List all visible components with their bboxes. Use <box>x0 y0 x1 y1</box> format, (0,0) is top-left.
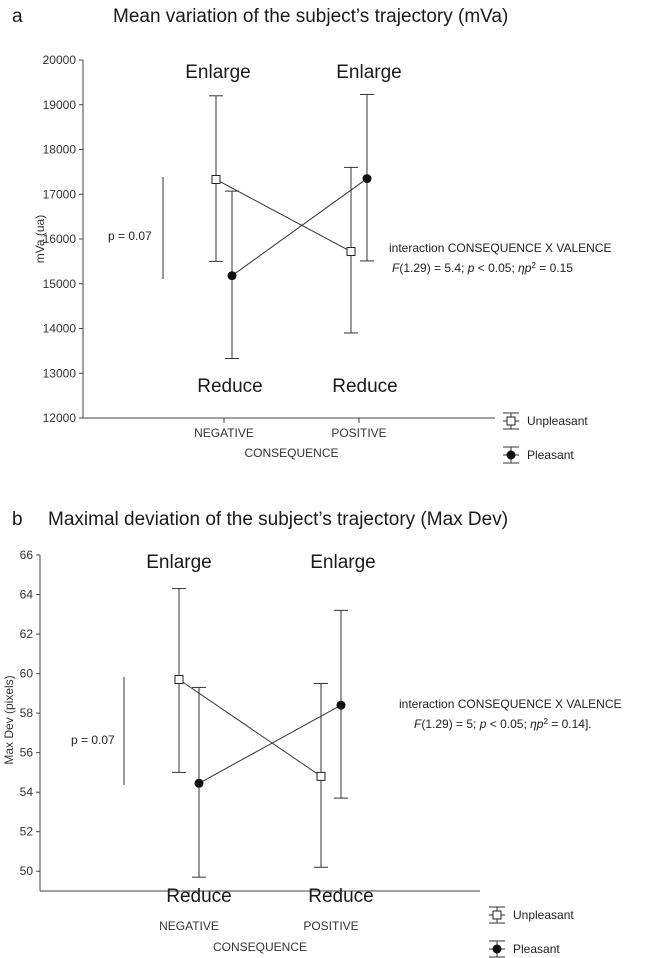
y-tick-label: 62 <box>20 627 34 641</box>
y-axis-label: Max Dev (pixels) <box>2 675 16 764</box>
enlarge-label: Enlarge <box>146 552 212 573</box>
data-point-unpleasant <box>174 675 184 685</box>
series-line-pleasant <box>231 178 368 277</box>
y-tick-label: 20000 <box>43 53 77 67</box>
interaction-label: interaction CONSEQUENCE X VALENCE <box>399 697 622 711</box>
legend-label: Unpleasant <box>513 908 574 922</box>
y-axis-label: mVa (ua) <box>33 215 47 263</box>
legend-label: Pleasant <box>527 448 574 462</box>
data-point-pleasant <box>336 700 346 710</box>
series-line-pleasant <box>198 704 342 784</box>
x-axis-label: CONSEQUENCE <box>213 940 307 954</box>
legend-item-pleasant: Pleasant <box>503 446 574 464</box>
stat-p: p <box>467 261 475 275</box>
p-value-label: p = 0.07 <box>71 733 115 747</box>
series-line-unpleasant <box>215 179 352 252</box>
stat-p: p <box>479 717 487 731</box>
data-point-pleasant <box>194 778 204 788</box>
y-tick-label: 13000 <box>43 366 77 380</box>
interaction-label: interaction CONSEQUENCE X VALENCE <box>389 241 612 255</box>
legend-marker <box>506 450 516 460</box>
panel-letter: b <box>12 509 23 530</box>
y-tick-label: 19000 <box>43 98 77 112</box>
y-tick-label: 12000 <box>43 411 77 425</box>
data-point-pleasant <box>362 174 372 184</box>
y-tick-label: 14000 <box>43 322 77 336</box>
stat-eta-value: = 0.14]. <box>548 717 592 731</box>
x-tick-label: NEGATIVE <box>194 426 254 440</box>
stat-sup: 2 <box>531 261 536 270</box>
y-tick-label: 54 <box>20 785 34 799</box>
y-tick-label: 17000 <box>43 187 77 201</box>
stat-f: F <box>414 717 422 731</box>
stat-eta: ηp <box>530 717 544 731</box>
legend-marker <box>492 944 502 954</box>
legend-item-unpleasant: Unpleasant <box>503 412 588 430</box>
x-tick-label: POSITIVE <box>331 426 386 440</box>
enlarge-label: Enlarge <box>336 62 402 83</box>
y-tick-label: 16000 <box>43 232 77 246</box>
interaction-stats: F(1.29) = 5; p < 0.05; ηp2 = 0.14]. <box>414 717 592 732</box>
legend-item-pleasant: Pleasant <box>489 940 560 958</box>
legend-label: Pleasant <box>513 942 560 956</box>
chart-panel-b: b Maximal deviation of the subject’s traj… <box>2 509 622 958</box>
chart-title: Maximal deviation of the subject’s traje… <box>48 509 508 530</box>
y-tick-label: 15000 <box>43 277 77 291</box>
stat-f: F <box>392 261 400 275</box>
y-tick-label: 64 <box>20 588 34 602</box>
reduce-label: Reduce <box>308 886 374 907</box>
y-tick-label: 66 <box>20 548 34 562</box>
y-tick-label: 50 <box>20 864 34 878</box>
stat-df: (1.29) = 5; <box>421 717 479 731</box>
data-point-unpleasant <box>316 771 326 781</box>
series-line-unpleasant <box>178 679 322 777</box>
panel-letter: a <box>12 6 23 27</box>
interaction-stats: F(1.29) = 5.4; p < 0.05; ηp2 = 0.15 <box>392 261 573 276</box>
data-point-unpleasant <box>211 174 221 184</box>
y-tick-label: 56 <box>20 746 34 760</box>
stat-eta-value: = 0.15 <box>536 261 573 275</box>
x-tick-label: POSITIVE <box>303 919 358 933</box>
p-value-label: p = 0.07 <box>108 229 152 243</box>
y-tick-label: 60 <box>20 667 34 681</box>
legend-item-unpleasant: Unpleasant <box>489 906 574 924</box>
legend-label: Unpleasant <box>527 414 588 428</box>
reduce-label: Reduce <box>166 886 232 907</box>
stat-eta: ηp <box>518 261 532 275</box>
chart-panel-a: a Mean variation of the subject’s traject… <box>12 6 612 464</box>
enlarge-label: Enlarge <box>185 62 251 83</box>
reduce-label: Reduce <box>332 376 398 397</box>
stat-sup: 2 <box>543 717 548 726</box>
stat-p-value: < 0.05; <box>486 717 530 731</box>
y-tick-label: 18000 <box>43 143 77 157</box>
enlarge-label: Enlarge <box>310 552 376 573</box>
legend-marker <box>492 910 502 920</box>
stat-p-value: < 0.05; <box>474 261 518 275</box>
legend-marker <box>506 416 516 426</box>
x-axis-label: CONSEQUENCE <box>244 446 338 460</box>
chart-title: Mean variation of the subject’s trajecto… <box>113 6 508 27</box>
reduce-label: Reduce <box>197 376 263 397</box>
x-tick-label: NEGATIVE <box>159 919 219 933</box>
data-point-pleasant <box>227 271 237 281</box>
y-tick-label: 58 <box>20 706 34 720</box>
stat-df: (1.29) = 5.4; <box>399 261 467 275</box>
data-point-unpleasant <box>346 247 356 257</box>
y-tick-label: 52 <box>20 825 34 839</box>
